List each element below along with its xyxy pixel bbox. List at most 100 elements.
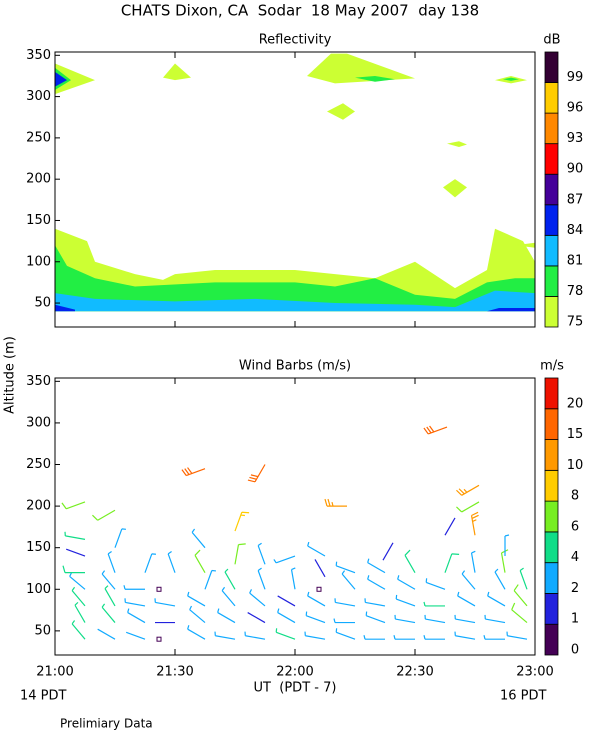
contour-region (447, 141, 467, 147)
calm-marker (156, 586, 162, 592)
wind-barb (483, 635, 505, 640)
wind-barb (423, 601, 445, 607)
wind-barb (487, 591, 506, 607)
wind-barb (513, 584, 528, 607)
colorbar-box (544, 204, 559, 236)
colorbar-label: 93 (567, 131, 584, 146)
wind-barb (92, 509, 116, 521)
wind-barb (97, 628, 116, 640)
wind-barb (456, 501, 480, 513)
wind-barb (126, 631, 146, 640)
wind-barb (277, 608, 296, 624)
wind-barb (144, 553, 157, 573)
colorbar-label: 90 (567, 162, 584, 177)
wind-barb (367, 558, 386, 574)
colorbar-box (544, 51, 559, 83)
wind-barb (214, 631, 236, 640)
wind-barb (187, 625, 206, 640)
colorbar-box (544, 112, 559, 145)
colorbar-box (544, 531, 559, 564)
wind-barb (404, 549, 416, 573)
x-tick-label: 22:30 (396, 665, 433, 680)
y-tick-label: 50 (34, 623, 51, 638)
wind-barb (189, 605, 206, 624)
colorbar-box (544, 265, 559, 297)
colorbar-label: 81 (567, 253, 584, 268)
contour-region (355, 75, 395, 82)
colorbar-label: 15 (567, 427, 584, 442)
left-note: 14 PDT (20, 689, 67, 704)
y-tick-label: 200 (26, 172, 51, 187)
wind-barb (393, 635, 415, 640)
colorbar-box (544, 408, 559, 440)
wind-barb (454, 631, 476, 640)
wind-barb (257, 567, 266, 590)
wind-barb (304, 631, 326, 640)
wind-barb (424, 614, 446, 624)
wind-barb (123, 585, 145, 590)
colorbar-label: 78 (567, 284, 584, 299)
colorbar-box (544, 296, 559, 328)
wind-barb (423, 635, 445, 640)
wind-barb (191, 528, 206, 549)
wind-barb (494, 568, 506, 590)
wind-barb (365, 611, 386, 624)
colorbar-label: 6 (571, 519, 579, 534)
colorbar-label: 0 (571, 643, 579, 658)
colorbar-label: 96 (567, 101, 584, 116)
wind-barb (444, 517, 456, 536)
contour-region (515, 242, 535, 248)
wind-barb (187, 591, 206, 607)
y-tick-label: 100 (26, 582, 51, 597)
wind-barb (154, 598, 176, 607)
wind-barb (382, 542, 394, 561)
wind-barb (454, 614, 476, 624)
colorbar-label: 20 (567, 396, 584, 411)
colorbar-box (544, 500, 559, 533)
wind-barb (71, 586, 86, 607)
wind-barb (314, 559, 326, 578)
wind-barb (290, 567, 296, 590)
wind-barb (395, 594, 416, 607)
wind-barb (275, 628, 296, 640)
colorbar-label: 84 (567, 223, 584, 238)
contour-region (487, 308, 535, 312)
colorbar-box (544, 439, 559, 471)
wind-barb (324, 498, 347, 507)
colorbar-box (544, 593, 559, 625)
contour-region (55, 63, 95, 95)
colorbar-box (544, 623, 559, 656)
plot-frame (54, 377, 536, 656)
y-tick-label: 300 (26, 415, 51, 430)
wind-barb (104, 585, 116, 607)
colorbar-box (544, 377, 559, 410)
wind-barb (333, 618, 355, 624)
wind-barb (273, 555, 296, 564)
wind-barb (397, 575, 416, 590)
wind-barb (114, 528, 127, 548)
contour-region (307, 53, 415, 84)
wind-barb (247, 464, 266, 483)
wind-barb (305, 611, 326, 624)
wind-barb (204, 569, 217, 590)
y-tick-label: 200 (26, 499, 51, 514)
wind-barb (335, 628, 356, 640)
y-tick-label: 100 (26, 254, 51, 269)
colorbar-label: 1 (571, 612, 579, 627)
wind-barb (69, 572, 86, 590)
y-axis-label: Altitude (m) (3, 336, 18, 414)
x-tick-label: 23:00 (516, 665, 553, 680)
wind-barb (194, 549, 206, 573)
wind-barb (444, 553, 460, 573)
y-tick-label: 350 (26, 48, 51, 63)
y-tick-label: 150 (26, 213, 51, 228)
wind-barb (456, 484, 480, 496)
wind-barb (506, 631, 528, 640)
calm-marker (156, 636, 162, 642)
wind-barb (101, 603, 116, 623)
y-tick-label: 150 (26, 540, 51, 555)
wind-barb (257, 542, 266, 565)
colorbar-title: dB (543, 33, 560, 48)
wind-barb (334, 598, 356, 607)
